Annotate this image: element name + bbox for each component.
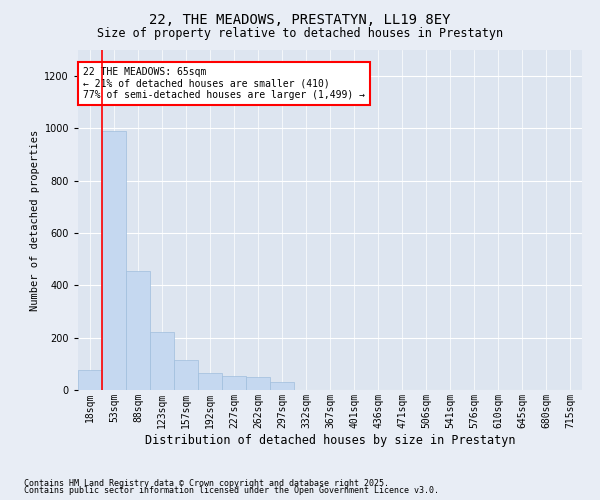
Bar [78, 370, 102, 390]
Text: Contains public sector information licensed under the Open Government Licence v3: Contains public sector information licen… [24, 486, 439, 495]
Bar [126, 271, 150, 390]
Bar [270, 382, 294, 390]
Text: Contains HM Land Registry data © Crown copyright and database right 2025.: Contains HM Land Registry data © Crown c… [24, 478, 389, 488]
Bar [198, 373, 222, 390]
Bar [102, 131, 126, 390]
Bar [222, 376, 246, 390]
Y-axis label: Number of detached properties: Number of detached properties [30, 130, 40, 310]
Bar [174, 360, 198, 390]
Bar [150, 332, 174, 390]
Text: Size of property relative to detached houses in Prestatyn: Size of property relative to detached ho… [97, 28, 503, 40]
Text: 22 THE MEADOWS: 65sqm
← 21% of detached houses are smaller (410)
77% of semi-det: 22 THE MEADOWS: 65sqm ← 21% of detached … [83, 67, 365, 100]
Bar [246, 377, 270, 390]
Text: 22, THE MEADOWS, PRESTATYN, LL19 8EY: 22, THE MEADOWS, PRESTATYN, LL19 8EY [149, 12, 451, 26]
X-axis label: Distribution of detached houses by size in Prestatyn: Distribution of detached houses by size … [145, 434, 515, 446]
